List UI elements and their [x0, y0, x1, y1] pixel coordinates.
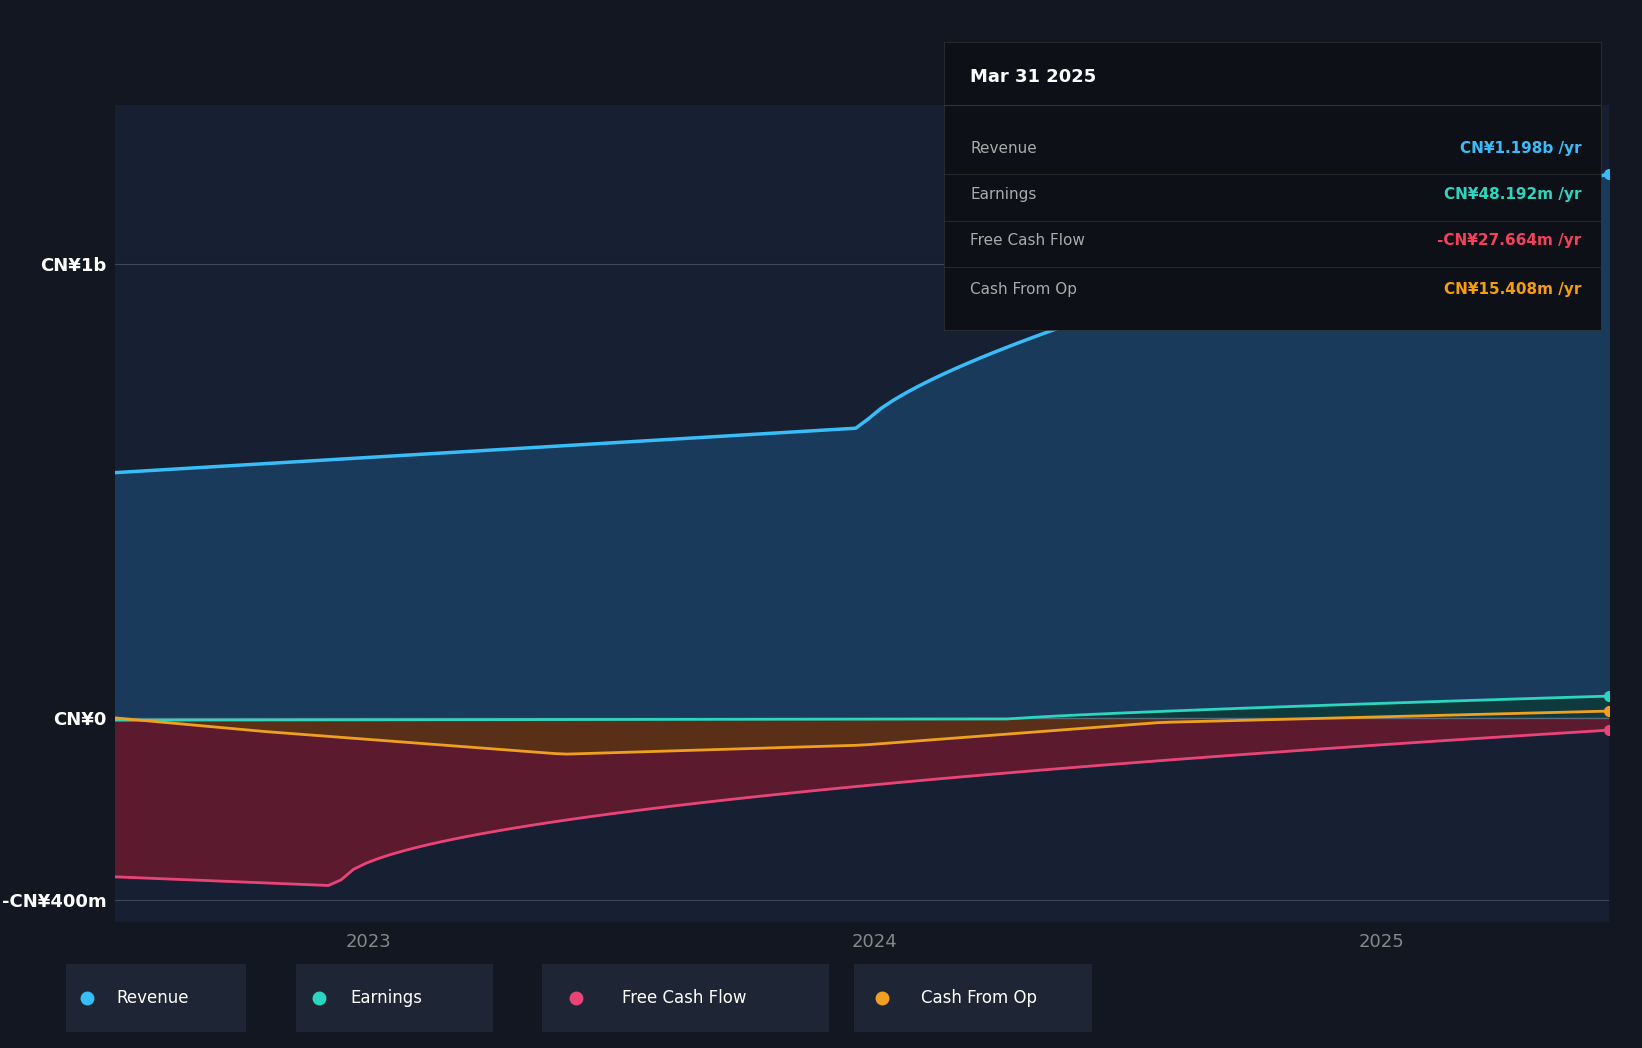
Text: CN¥1.198b /yr: CN¥1.198b /yr — [1460, 141, 1581, 156]
Text: CN¥15.408m /yr: CN¥15.408m /yr — [1443, 282, 1581, 298]
Text: Mar 31 2025: Mar 31 2025 — [970, 68, 1097, 86]
Text: -CN¥27.664m /yr: -CN¥27.664m /yr — [1437, 234, 1581, 248]
Text: Past: Past — [1565, 132, 1599, 150]
Text: Free Cash Flow: Free Cash Flow — [970, 234, 1085, 248]
Text: Revenue: Revenue — [970, 141, 1038, 156]
Text: Cash From Op: Cash From Op — [970, 282, 1077, 298]
Text: Earnings: Earnings — [970, 188, 1036, 202]
Text: Free Cash Flow: Free Cash Flow — [622, 989, 747, 1007]
Text: CN¥48.192m /yr: CN¥48.192m /yr — [1443, 188, 1581, 202]
Text: Earnings: Earnings — [351, 989, 422, 1007]
Text: Revenue: Revenue — [117, 989, 189, 1007]
Text: Cash From Op: Cash From Op — [921, 989, 1036, 1007]
